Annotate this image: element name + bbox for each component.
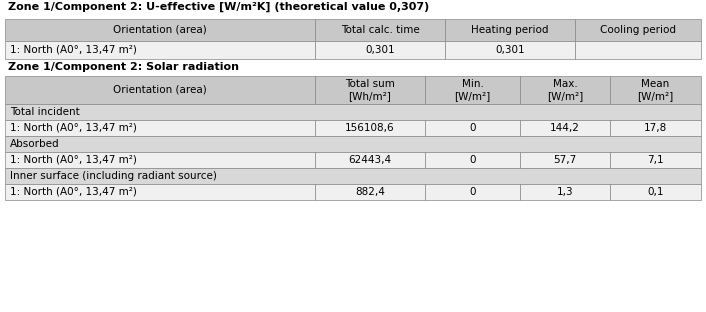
Bar — [5, 19, 315, 41]
Text: Min.
[W/m²]: Min. [W/m²] — [455, 79, 491, 101]
Bar — [5, 76, 315, 104]
Bar — [610, 120, 701, 136]
Text: 0,1: 0,1 — [647, 187, 664, 197]
Text: 0: 0 — [469, 123, 476, 133]
Text: Zone 1/Component 2: Solar radiation: Zone 1/Component 2: Solar radiation — [8, 62, 239, 72]
Bar — [5, 152, 315, 168]
Bar — [5, 120, 315, 136]
Bar — [445, 41, 575, 59]
Bar — [610, 152, 701, 168]
Bar — [315, 41, 445, 59]
Bar — [5, 184, 315, 200]
Bar — [520, 76, 610, 104]
Bar — [5, 136, 701, 152]
Bar — [315, 152, 425, 168]
Text: 1: North (A0°, 13,47 m²): 1: North (A0°, 13,47 m²) — [10, 155, 137, 165]
Text: Mean
[W/m²]: Mean [W/m²] — [638, 79, 674, 101]
Bar — [520, 184, 610, 200]
Text: 1,3: 1,3 — [557, 187, 573, 197]
Bar — [425, 120, 520, 136]
Text: 144,2: 144,2 — [550, 123, 580, 133]
Text: 17,8: 17,8 — [644, 123, 667, 133]
Bar — [5, 41, 315, 59]
Text: Orientation (area): Orientation (area) — [113, 25, 207, 35]
Text: Absorbed: Absorbed — [10, 139, 59, 149]
Text: Total calc. time: Total calc. time — [340, 25, 419, 35]
Bar — [445, 19, 575, 41]
Text: 57,7: 57,7 — [554, 155, 577, 165]
Text: 1: North (A0°, 13,47 m²): 1: North (A0°, 13,47 m²) — [10, 123, 137, 133]
Bar — [315, 76, 425, 104]
Text: 1: North (A0°, 13,47 m²): 1: North (A0°, 13,47 m²) — [10, 45, 137, 55]
Text: 0: 0 — [469, 187, 476, 197]
Text: 0,301: 0,301 — [365, 45, 395, 55]
Bar — [425, 76, 520, 104]
Bar — [610, 76, 701, 104]
Text: Total sum
[Wh/m²]: Total sum [Wh/m²] — [345, 79, 395, 101]
Text: Heating period: Heating period — [471, 25, 549, 35]
Bar — [575, 41, 701, 59]
Text: Inner surface (including radiant source): Inner surface (including radiant source) — [10, 171, 217, 181]
Text: 0,301: 0,301 — [495, 45, 525, 55]
Text: Zone 1/Component 2: U-effective [W/m²K] (theoretical value 0,307): Zone 1/Component 2: U-effective [W/m²K] … — [8, 2, 429, 12]
Bar — [315, 120, 425, 136]
Text: Max.
[W/m²]: Max. [W/m²] — [547, 79, 583, 101]
Text: Cooling period: Cooling period — [600, 25, 676, 35]
Text: 882,4: 882,4 — [355, 187, 385, 197]
Bar — [5, 104, 701, 120]
Bar — [520, 120, 610, 136]
Text: Orientation (area): Orientation (area) — [113, 85, 207, 95]
Bar — [315, 19, 445, 41]
Bar — [425, 152, 520, 168]
Bar — [575, 19, 701, 41]
Text: 7,1: 7,1 — [647, 155, 664, 165]
Bar — [315, 184, 425, 200]
Bar — [5, 168, 701, 184]
Text: 1: North (A0°, 13,47 m²): 1: North (A0°, 13,47 m²) — [10, 187, 137, 197]
Bar — [425, 184, 520, 200]
Text: Total incident: Total incident — [10, 107, 80, 117]
Bar — [520, 152, 610, 168]
Text: 62443,4: 62443,4 — [349, 155, 392, 165]
Text: 156108,6: 156108,6 — [345, 123, 395, 133]
Text: 0: 0 — [469, 155, 476, 165]
Bar — [610, 184, 701, 200]
